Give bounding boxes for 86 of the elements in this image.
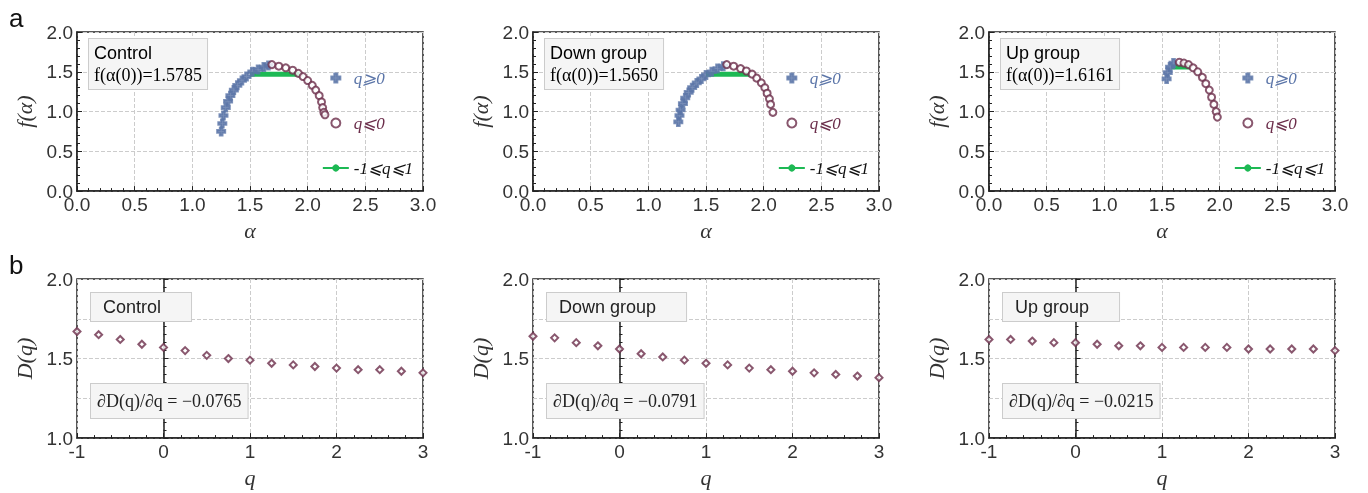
x-tick-label: 2.0	[294, 194, 321, 216]
x-tick-label: 1.0	[179, 194, 206, 216]
x-tick-label: 1.5	[236, 194, 264, 216]
y-axis-title: f(α)	[924, 95, 950, 128]
legend-label: q⩾0	[809, 68, 842, 88]
x-axis-title: α	[244, 217, 257, 243]
y-tick-label: 1.5	[958, 61, 985, 83]
x-tick-label: 2.0	[1206, 194, 1233, 216]
legend-label: q⩽0	[353, 113, 386, 133]
y-tick-label: 2.0	[958, 268, 985, 290]
y-tick-label: 1.5	[46, 61, 73, 83]
annotation: ∂D(q)/∂q = −0.0765	[97, 391, 242, 412]
y-tick-label: 1.5	[46, 348, 73, 370]
x-tick-label: 0	[1070, 441, 1081, 463]
legend-label: -1⩽q⩽1	[1265, 158, 1326, 178]
chart-title: a	[9, 3, 24, 33]
annotation: Down group	[550, 43, 648, 63]
y-tick-label: 1.0	[958, 427, 985, 449]
x-tick-label: 0.5	[121, 194, 148, 216]
y-tick-label: 1.0	[502, 427, 529, 449]
y-tick-label: 0.5	[502, 140, 529, 162]
y-tick-label: 1.0	[46, 427, 73, 449]
x-tick-label: 2	[787, 441, 798, 463]
legend-label: q⩾0	[1265, 68, 1298, 88]
y-tick-label: 0.5	[958, 140, 985, 162]
x-tick-label: 1	[1156, 441, 1168, 463]
x-tick-label: 3	[417, 441, 429, 463]
x-tick-label: 3.0	[1321, 194, 1349, 216]
annotation: Up group	[1015, 297, 1090, 317]
x-tick-label: 1.5	[1148, 194, 1176, 216]
legend-label: q⩾0	[353, 68, 386, 88]
annotation: f(α(0))=1.5650	[550, 65, 659, 86]
y-tick-label: 1.0	[502, 101, 529, 123]
annotation: f(α(0))=1.5785	[94, 65, 203, 86]
chart-title: b	[9, 250, 24, 280]
x-axis-title: q	[244, 464, 256, 490]
x-tick-label: 0.5	[577, 194, 604, 216]
x-axis-title: α	[700, 217, 713, 243]
x-tick-label: 3	[1329, 441, 1341, 463]
legend-label: q⩽0	[1265, 113, 1298, 133]
annotation: ∂D(q)/∂q = −0.0215	[1009, 391, 1154, 412]
y-axis-title: f(α)	[468, 95, 494, 128]
x-tick-label: 2.5	[1264, 194, 1291, 216]
y-axis-title: D(q)	[468, 337, 494, 381]
x-tick-label: 2.0	[750, 194, 777, 216]
y-tick-label: 0.5	[46, 140, 73, 162]
y-tick-label: 1.0	[958, 101, 985, 123]
x-tick-label: 1	[244, 441, 256, 463]
x-tick-label: 2	[1243, 441, 1254, 463]
y-tick-label: 2.0	[502, 21, 529, 43]
x-tick-label: 1.0	[1091, 194, 1118, 216]
x-tick-label: 3.0	[865, 194, 893, 216]
annotation: Control	[94, 43, 153, 63]
y-tick-label: 1.5	[502, 61, 529, 83]
annotation: Control	[103, 297, 162, 317]
x-tick-label: 0.5	[1033, 194, 1060, 216]
x-tick-label: 1.0	[635, 194, 662, 216]
y-axis-title: D(q)	[12, 337, 38, 381]
y-tick-label: 1.0	[46, 101, 73, 123]
annotation: Down group	[559, 297, 657, 317]
y-tick-label: 1.5	[502, 348, 529, 370]
annotation: f(α(0))=1.6161	[1006, 65, 1115, 86]
annotation: Up group	[1006, 43, 1081, 63]
y-tick-label: 2.0	[502, 268, 529, 290]
legend-label: q⩽0	[809, 113, 842, 133]
x-axis-title: q	[1156, 464, 1168, 490]
y-tick-label: 2.0	[46, 268, 73, 290]
y-tick-label: 2.0	[46, 21, 73, 43]
y-axis-title: D(q)	[924, 337, 950, 381]
y-tick-label: 1.5	[958, 348, 985, 370]
x-tick-label: 3	[873, 441, 885, 463]
legend-label: -1⩽q⩽1	[809, 158, 870, 178]
x-axis-title: q	[700, 464, 712, 490]
x-tick-label: 3.0	[409, 194, 437, 216]
x-axis-title: α	[1156, 217, 1169, 243]
x-tick-label: 1.5	[692, 194, 720, 216]
annotation: ∂D(q)/∂q = −0.0791	[553, 391, 698, 412]
x-tick-label: 2	[331, 441, 342, 463]
x-tick-label: 2.5	[352, 194, 379, 216]
legend-label: -1⩽q⩽1	[353, 158, 414, 178]
x-tick-label: 0	[614, 441, 625, 463]
y-tick-label: 2.0	[958, 21, 985, 43]
x-tick-label: 2.5	[808, 194, 835, 216]
y-axis-title: f(α)	[12, 95, 38, 128]
x-tick-label: 0	[158, 441, 169, 463]
x-tick-label: 1	[700, 441, 712, 463]
